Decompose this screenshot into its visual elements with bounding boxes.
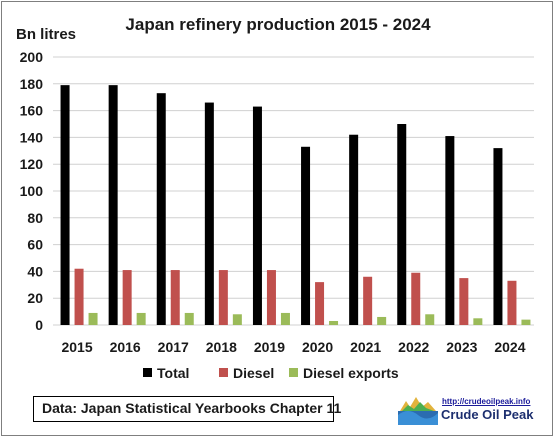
x-tick-label: 2017 [158, 339, 189, 355]
bars [60, 85, 531, 326]
bar-total-2020 [301, 146, 311, 325]
gridlines [53, 56, 534, 326]
x-tick-label: 2018 [206, 339, 237, 355]
legend-label: Diesel exports [303, 365, 399, 381]
bar-diesel-exports-2021 [377, 316, 387, 325]
y-tick-label: 40 [27, 263, 43, 279]
bar-diesel-exports-2022 [425, 314, 435, 325]
bar-total-2024 [493, 148, 503, 325]
x-tick-label: 2016 [110, 339, 141, 355]
bar-diesel-exports-2017 [184, 312, 194, 325]
legend-label: Diesel [233, 365, 274, 381]
chart-frame: Japan refinery production 2015 - 2024 Bn… [1, 1, 553, 436]
y-tick-label: 20 [27, 290, 43, 306]
logo-url[interactable]: http://crudeoilpeak.info [442, 397, 531, 406]
bar-total-2018 [204, 102, 214, 325]
bar-total-2015 [60, 85, 70, 325]
x-tick-label: 2022 [398, 339, 429, 355]
y-tick-label: 200 [20, 49, 44, 65]
logo-name: Crude Oil Peak [441, 407, 534, 422]
x-tick-label: 2015 [61, 339, 92, 355]
bar-total-2023 [445, 136, 455, 325]
bar-diesel-exports-2023 [473, 318, 483, 325]
legend-swatch-diesel [219, 368, 228, 377]
chart-title: Japan refinery production 2015 - 2024 [125, 15, 431, 34]
bar-diesel-exports-2019 [280, 312, 290, 325]
bar-diesel-exports-2015 [88, 312, 98, 325]
source-note: Data: Japan Statistical Yearbooks Chapte… [33, 396, 341, 422]
y-tick-labels: 0 20 40 60 80 100 120 140 160 180 200 [20, 49, 44, 333]
legend-swatch-total [143, 368, 152, 377]
x-tick-label: 2021 [350, 339, 381, 355]
bar-diesel-exports-2018 [232, 314, 242, 325]
bar-diesel-exports-2020 [329, 320, 339, 325]
bar-diesel-2023 [459, 278, 469, 325]
y-tick-label: 100 [20, 183, 44, 199]
bar-diesel-exports-2024 [521, 319, 531, 325]
legend-swatch-diesel-exports [289, 368, 298, 377]
bar-diesel-2015 [74, 268, 84, 325]
y-tick-label: 120 [20, 156, 44, 172]
x-tick-label: 2020 [302, 339, 333, 355]
x-tick-labels: 2015 2016 2017 2018 2019 2020 2021 2022 2023 2024 [61, 339, 525, 355]
legend-label: Total [157, 365, 189, 381]
crude-oil-peak-logo-icon[interactable] [398, 393, 528, 427]
bar-diesel-2019 [266, 270, 276, 325]
bar-diesel-2021 [363, 276, 373, 325]
y-tick-label: 0 [35, 317, 43, 333]
y-tick-label: 180 [20, 76, 44, 92]
bar-total-2016 [108, 85, 118, 325]
y-tick-label: 80 [27, 210, 43, 226]
bar-total-2019 [252, 106, 262, 325]
bar-diesel-2016 [122, 270, 132, 325]
bar-total-2021 [349, 134, 359, 325]
bar-diesel-2020 [315, 282, 325, 325]
bar-total-2022 [397, 124, 407, 325]
bar-total-2017 [156, 93, 166, 326]
bar-diesel-2022 [411, 272, 421, 325]
x-tick-label: 2019 [254, 339, 285, 355]
bar-diesel-2017 [170, 270, 180, 325]
y-tick-label: 160 [20, 103, 44, 119]
bar-diesel-2018 [218, 270, 228, 325]
x-tick-label: 2024 [494, 339, 525, 355]
y-tick-label: 140 [20, 129, 44, 145]
bar-chart: Japan refinery production 2015 - 2024 Bn… [16, 15, 534, 381]
y-axis-label: Bn litres [16, 26, 76, 43]
y-tick-label: 60 [27, 237, 43, 253]
bar-diesel-2024 [507, 280, 517, 325]
bar-diesel-exports-2016 [136, 312, 146, 325]
legend: Total Diesel Diesel exports [143, 365, 399, 381]
x-tick-label: 2023 [446, 339, 477, 355]
